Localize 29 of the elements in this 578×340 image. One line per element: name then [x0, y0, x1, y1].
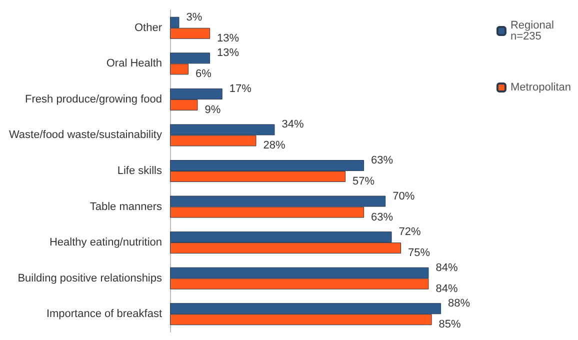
y-tick-label: Building positive relationships	[18, 272, 162, 284]
y-tick-label: Other	[134, 22, 162, 34]
data-label: 70%	[392, 190, 415, 202]
data-label: 88%	[448, 298, 470, 310]
data-label: 6%	[195, 68, 212, 80]
data-label: 9%	[204, 104, 221, 116]
data-label: 28%	[263, 140, 286, 152]
y-tick-label: Healthy eating/nutrition	[49, 236, 162, 249]
y-tick-label: Importance of breakfast	[46, 308, 162, 320]
data-label: 84%	[436, 282, 458, 295]
data-label: 84%	[436, 262, 458, 274]
y-tick-label: Fresh produce/growing food	[25, 93, 162, 106]
data-label: 17%	[229, 82, 252, 95]
data-label: 72%	[398, 226, 421, 238]
data-label: 85%	[438, 318, 462, 331]
legend-label: Regional n=235	[510, 20, 557, 42]
y-tick-label: Life skills	[117, 165, 162, 177]
data-label: 3%	[186, 11, 202, 24]
data-label: 63%	[371, 154, 394, 166]
legend-label: Metropolitan	[510, 82, 572, 94]
data-label: 13%	[217, 32, 240, 44]
data-label: 13%	[217, 47, 240, 60]
data-label: 75%	[408, 247, 430, 260]
y-tick-label: Waste/food waste/sustainability	[8, 129, 162, 142]
data-label: 34%	[282, 118, 304, 131]
y-tick-label: Oral Health	[106, 58, 162, 70]
data-label: 63%	[371, 211, 394, 224]
data-label: 57%	[352, 176, 375, 188]
y-tick-label: Table manners	[90, 200, 162, 213]
